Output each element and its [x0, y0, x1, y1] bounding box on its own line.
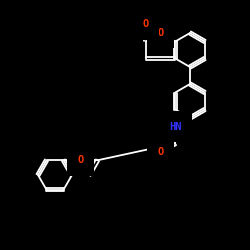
- Text: O: O: [143, 20, 149, 30]
- Text: O: O: [158, 147, 164, 157]
- Text: O: O: [78, 155, 84, 165]
- Text: HN: HN: [169, 122, 181, 132]
- Text: O: O: [158, 28, 164, 38]
